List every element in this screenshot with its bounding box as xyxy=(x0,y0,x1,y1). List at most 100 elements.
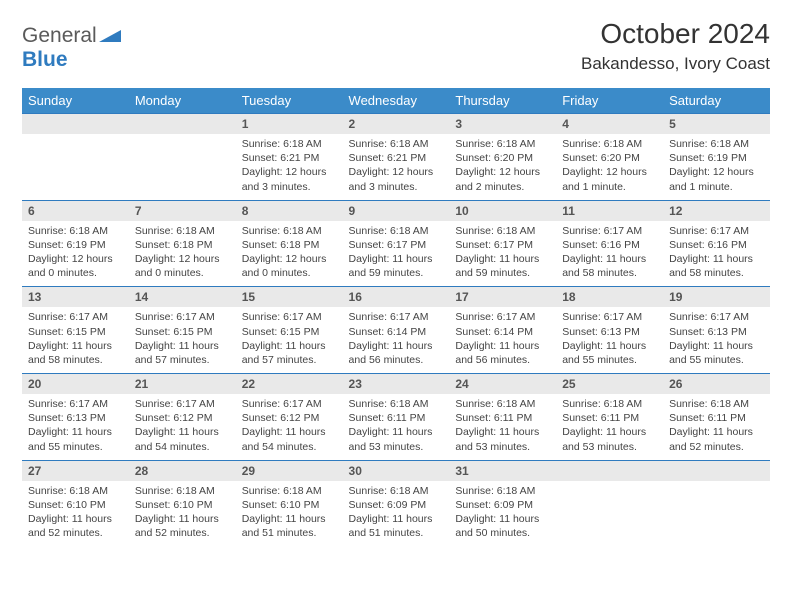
logo-part1: General xyxy=(22,24,97,47)
weekday-header: Tuesday xyxy=(236,88,343,113)
day-details: Sunrise: 6:17 AMSunset: 6:12 PMDaylight:… xyxy=(129,394,236,460)
day-number: 1 xyxy=(236,113,343,134)
day-number: 30 xyxy=(343,460,450,481)
calendar-cell: 19Sunrise: 6:17 AMSunset: 6:13 PMDayligh… xyxy=(663,286,770,373)
day-number: 21 xyxy=(129,373,236,394)
calendar-row: 27Sunrise: 6:18 AMSunset: 6:10 PMDayligh… xyxy=(22,460,770,547)
day-number: 16 xyxy=(343,286,450,307)
weekday-header: Saturday xyxy=(663,88,770,113)
day-number: 10 xyxy=(449,200,556,221)
day-details: Sunrise: 6:18 AMSunset: 6:17 PMDaylight:… xyxy=(343,221,450,287)
day-number: 2 xyxy=(343,113,450,134)
day-number: 17 xyxy=(449,286,556,307)
day-details: Sunrise: 6:17 AMSunset: 6:16 PMDaylight:… xyxy=(663,221,770,287)
calendar-cell: 23Sunrise: 6:18 AMSunset: 6:11 PMDayligh… xyxy=(343,373,450,460)
day-number: 26 xyxy=(663,373,770,394)
calendar-cell: 20Sunrise: 6:17 AMSunset: 6:13 PMDayligh… xyxy=(22,373,129,460)
day-number: 8 xyxy=(236,200,343,221)
day-details: Sunrise: 6:17 AMSunset: 6:14 PMDaylight:… xyxy=(343,307,450,373)
day-details: Sunrise: 6:18 AMSunset: 6:10 PMDaylight:… xyxy=(129,481,236,547)
weekday-header: Wednesday xyxy=(343,88,450,113)
day-number: 27 xyxy=(22,460,129,481)
day-details: Sunrise: 6:18 AMSunset: 6:17 PMDaylight:… xyxy=(449,221,556,287)
day-number xyxy=(129,113,236,134)
day-number: 19 xyxy=(663,286,770,307)
day-number xyxy=(556,460,663,481)
weekday-header: Sunday xyxy=(22,88,129,113)
header: General Blue October 2024 Bakandesso, Iv… xyxy=(22,18,770,74)
day-details: Sunrise: 6:18 AMSunset: 6:20 PMDaylight:… xyxy=(556,134,663,200)
calendar-cell: 27Sunrise: 6:18 AMSunset: 6:10 PMDayligh… xyxy=(22,460,129,547)
calendar-cell: 10Sunrise: 6:18 AMSunset: 6:17 PMDayligh… xyxy=(449,200,556,287)
day-number xyxy=(663,460,770,481)
day-number: 3 xyxy=(449,113,556,134)
calendar-cell xyxy=(22,113,129,200)
calendar-cell: 30Sunrise: 6:18 AMSunset: 6:09 PMDayligh… xyxy=(343,460,450,547)
logo-text: General Blue xyxy=(22,24,121,72)
calendar-cell: 2Sunrise: 6:18 AMSunset: 6:21 PMDaylight… xyxy=(343,113,450,200)
day-number: 11 xyxy=(556,200,663,221)
calendar-cell: 11Sunrise: 6:17 AMSunset: 6:16 PMDayligh… xyxy=(556,200,663,287)
day-details: Sunrise: 6:17 AMSunset: 6:12 PMDaylight:… xyxy=(236,394,343,460)
day-details: Sunrise: 6:18 AMSunset: 6:11 PMDaylight:… xyxy=(343,394,450,460)
day-number: 12 xyxy=(663,200,770,221)
calendar-cell: 16Sunrise: 6:17 AMSunset: 6:14 PMDayligh… xyxy=(343,286,450,373)
day-details: Sunrise: 6:17 AMSunset: 6:13 PMDaylight:… xyxy=(556,307,663,373)
calendar-cell xyxy=(129,113,236,200)
day-details: Sunrise: 6:18 AMSunset: 6:10 PMDaylight:… xyxy=(236,481,343,547)
day-number: 24 xyxy=(449,373,556,394)
day-details: Sunrise: 6:18 AMSunset: 6:21 PMDaylight:… xyxy=(236,134,343,200)
location-text: Bakandesso, Ivory Coast xyxy=(581,54,770,74)
weekday-header: Thursday xyxy=(449,88,556,113)
calendar-cell: 28Sunrise: 6:18 AMSunset: 6:10 PMDayligh… xyxy=(129,460,236,547)
day-details: Sunrise: 6:17 AMSunset: 6:13 PMDaylight:… xyxy=(663,307,770,373)
day-details: Sunrise: 6:18 AMSunset: 6:11 PMDaylight:… xyxy=(556,394,663,460)
calendar-row: 20Sunrise: 6:17 AMSunset: 6:13 PMDayligh… xyxy=(22,373,770,460)
day-number: 18 xyxy=(556,286,663,307)
calendar-row: 13Sunrise: 6:17 AMSunset: 6:15 PMDayligh… xyxy=(22,286,770,373)
day-number: 29 xyxy=(236,460,343,481)
day-number: 15 xyxy=(236,286,343,307)
calendar-cell: 21Sunrise: 6:17 AMSunset: 6:12 PMDayligh… xyxy=(129,373,236,460)
day-number: 4 xyxy=(556,113,663,134)
day-number: 5 xyxy=(663,113,770,134)
day-details: Sunrise: 6:18 AMSunset: 6:10 PMDaylight:… xyxy=(22,481,129,547)
weekday-header: Monday xyxy=(129,88,236,113)
logo-mark-icon xyxy=(99,24,121,48)
day-details: Sunrise: 6:18 AMSunset: 6:11 PMDaylight:… xyxy=(449,394,556,460)
calendar-cell: 7Sunrise: 6:18 AMSunset: 6:18 PMDaylight… xyxy=(129,200,236,287)
day-number: 20 xyxy=(22,373,129,394)
page-title: October 2024 xyxy=(581,18,770,50)
calendar-cell: 31Sunrise: 6:18 AMSunset: 6:09 PMDayligh… xyxy=(449,460,556,547)
calendar-cell: 24Sunrise: 6:18 AMSunset: 6:11 PMDayligh… xyxy=(449,373,556,460)
logo-part2: Blue xyxy=(22,48,68,71)
calendar-cell: 6Sunrise: 6:18 AMSunset: 6:19 PMDaylight… xyxy=(22,200,129,287)
day-details: Sunrise: 6:17 AMSunset: 6:13 PMDaylight:… xyxy=(22,394,129,460)
day-details: Sunrise: 6:18 AMSunset: 6:11 PMDaylight:… xyxy=(663,394,770,460)
day-number: 31 xyxy=(449,460,556,481)
calendar-row: 6Sunrise: 6:18 AMSunset: 6:19 PMDaylight… xyxy=(22,200,770,287)
calendar-cell: 26Sunrise: 6:18 AMSunset: 6:11 PMDayligh… xyxy=(663,373,770,460)
calendar-cell: 15Sunrise: 6:17 AMSunset: 6:15 PMDayligh… xyxy=(236,286,343,373)
calendar-row: 1Sunrise: 6:18 AMSunset: 6:21 PMDaylight… xyxy=(22,113,770,200)
day-details: Sunrise: 6:17 AMSunset: 6:15 PMDaylight:… xyxy=(22,307,129,373)
day-details: Sunrise: 6:17 AMSunset: 6:15 PMDaylight:… xyxy=(236,307,343,373)
day-number: 7 xyxy=(129,200,236,221)
calendar-cell xyxy=(663,460,770,547)
calendar-cell: 13Sunrise: 6:17 AMSunset: 6:15 PMDayligh… xyxy=(22,286,129,373)
day-details: Sunrise: 6:18 AMSunset: 6:09 PMDaylight:… xyxy=(343,481,450,547)
day-number xyxy=(22,113,129,134)
logo: General Blue xyxy=(22,18,121,72)
day-number: 9 xyxy=(343,200,450,221)
day-details: Sunrise: 6:17 AMSunset: 6:16 PMDaylight:… xyxy=(556,221,663,287)
calendar-cell: 22Sunrise: 6:17 AMSunset: 6:12 PMDayligh… xyxy=(236,373,343,460)
day-details: Sunrise: 6:18 AMSunset: 6:19 PMDaylight:… xyxy=(663,134,770,200)
calendar-cell: 18Sunrise: 6:17 AMSunset: 6:13 PMDayligh… xyxy=(556,286,663,373)
day-details: Sunrise: 6:18 AMSunset: 6:20 PMDaylight:… xyxy=(449,134,556,200)
title-block: October 2024 Bakandesso, Ivory Coast xyxy=(581,18,770,74)
day-number: 14 xyxy=(129,286,236,307)
weekday-header-row: SundayMondayTuesdayWednesdayThursdayFrid… xyxy=(22,88,770,113)
day-number: 25 xyxy=(556,373,663,394)
calendar-cell: 4Sunrise: 6:18 AMSunset: 6:20 PMDaylight… xyxy=(556,113,663,200)
day-details: Sunrise: 6:18 AMSunset: 6:18 PMDaylight:… xyxy=(236,221,343,287)
